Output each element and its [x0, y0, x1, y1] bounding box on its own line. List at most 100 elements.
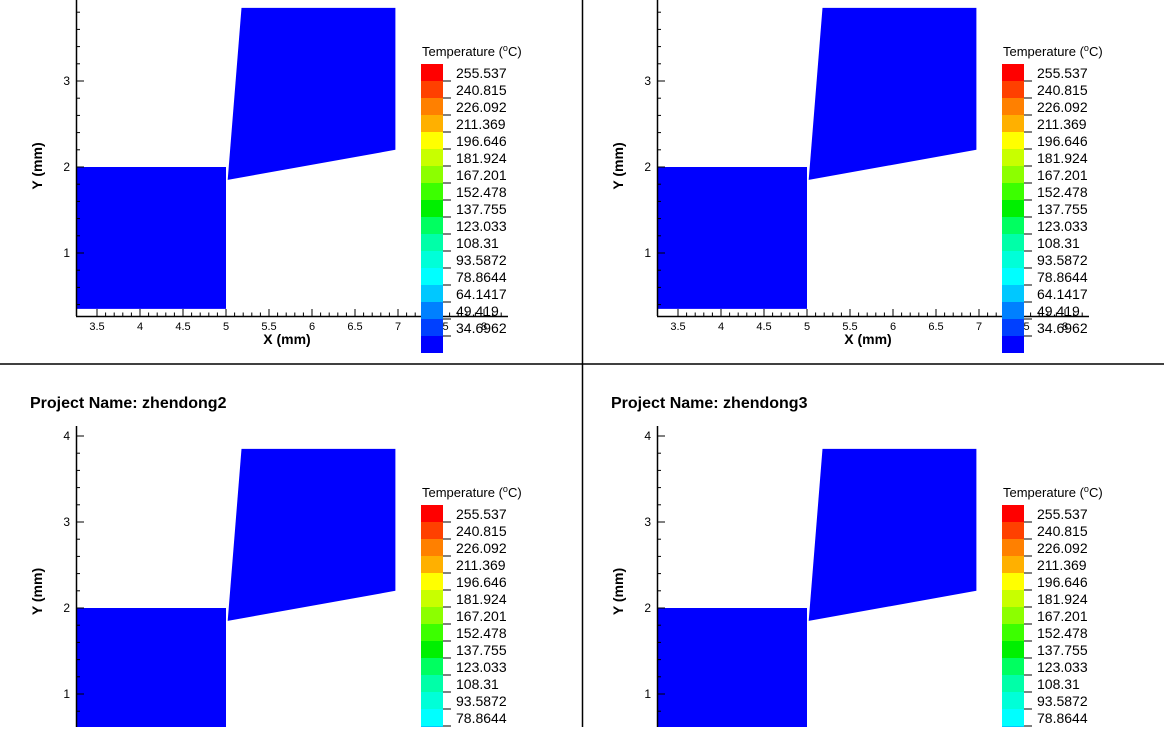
project-name-title: Project Name: zhendong3: [611, 395, 808, 412]
colorbar-level-label: 78.8644: [1037, 269, 1088, 285]
x-tick-label: 6.5: [347, 321, 362, 333]
colorbar-level-label: 93.5872: [1037, 252, 1088, 268]
colorbar-swatch: [421, 268, 443, 285]
colorbar-swatch: [421, 590, 443, 607]
colorbar-level-label: 152.478: [456, 625, 507, 641]
x-tick-label: 5: [804, 321, 810, 333]
colorbar-level-label: 240.815: [1037, 523, 1088, 539]
colorbar-swatch: [1002, 98, 1024, 115]
colorbar-swatch: [421, 336, 443, 353]
colorbar-level-label: 226.092: [456, 540, 507, 556]
colorbar-level-label: 196.646: [456, 574, 507, 590]
colorbar-level-label: 255.537: [1037, 506, 1088, 522]
legend-title: Temperature (oC): [422, 484, 522, 500]
colorbar-swatch: [1002, 81, 1024, 98]
colorbar-level-label: 123.033: [456, 659, 507, 675]
colorbar-swatch: [421, 217, 443, 234]
colorbar-level-label: 167.201: [456, 608, 507, 624]
colorbar-level-label: 93.5872: [456, 693, 507, 709]
colorbar-level-label: 78.8644: [456, 269, 507, 285]
colorbar-swatch: [421, 200, 443, 217]
y-tick-label: 4: [644, 429, 651, 443]
colorbar-swatch: [1002, 166, 1024, 183]
colorbar-swatch: [421, 556, 443, 573]
x-tick-label: 5: [223, 321, 229, 333]
region-tool: [227, 7, 396, 180]
colorbar-swatch: [421, 607, 443, 624]
colorbar-level-label: 181.924: [1037, 591, 1088, 607]
colorbar-level-label: 49.419: [1037, 303, 1080, 319]
colorbar-swatch: [421, 539, 443, 556]
colorbar-level-label: 240.815: [456, 82, 507, 98]
colorbar-level-label: 64.1417: [1037, 286, 1088, 302]
colorbar-level-label: 167.201: [1037, 608, 1088, 624]
x-tick-label: 4: [718, 321, 724, 333]
x-tick-label: 6: [890, 321, 896, 333]
y-axis-title: Y (mm): [610, 568, 626, 615]
colorbar-swatch: [421, 251, 443, 268]
colorbar-swatch: [1002, 624, 1024, 641]
colorbar-level-label: 181.924: [456, 150, 507, 166]
region-tool: [808, 448, 977, 621]
x-tick-label: 7: [976, 321, 982, 333]
colorbar-legend: Temperature (oC) 255.537240.815226.092211…: [1002, 484, 1103, 732]
colorbar-swatch: [421, 641, 443, 658]
colorbar-swatch: [421, 319, 443, 336]
colorbar-swatch: [1002, 132, 1024, 149]
colorbar-level-label: 108.31: [456, 235, 499, 251]
colorbar-swatch: [1002, 183, 1024, 200]
colorbar-swatch: [421, 302, 443, 319]
y-axis-title: Y (mm): [610, 142, 626, 189]
colorbar-level-label: 49.419: [456, 303, 499, 319]
colorbar-level-label: 137.755: [1037, 201, 1088, 217]
y-tick-label: 2: [63, 160, 70, 174]
colorbar-level-label: 93.5872: [456, 252, 507, 268]
colorbar-swatch: [1002, 217, 1024, 234]
y-axis-title: Y (mm): [29, 568, 45, 615]
colorbar-level-label: 226.092: [1037, 99, 1088, 115]
x-tick-label: 6: [309, 321, 315, 333]
colorbar-level-label: 78.8644: [456, 710, 507, 726]
region-workpiece: [658, 167, 807, 309]
colorbar-legend: Temperature (oC) 255.537240.815226.092211…: [421, 484, 522, 732]
colorbar-swatch: [1002, 675, 1024, 692]
colorbar-swatch: [1002, 268, 1024, 285]
colorbar-level-label: 211.369: [456, 557, 506, 573]
colorbar-legend: Temperature (oC) 255.537240.815226.092211…: [1002, 43, 1103, 353]
colorbar-level-label: 34.6962: [456, 320, 507, 336]
colorbar-swatch: [421, 81, 443, 98]
colorbar-swatch: [421, 675, 443, 692]
colorbar-level-label: 255.537: [456, 65, 507, 81]
colorbar-swatch: [421, 709, 443, 726]
y-tick-label: 3: [644, 74, 651, 88]
y-tick-label: 3: [63, 515, 70, 529]
colorbar-level-label: 152.478: [1037, 184, 1088, 200]
y-tick-label: 4: [63, 429, 70, 443]
colorbar-level-label: 226.092: [1037, 540, 1088, 556]
y-tick-label: 3: [63, 74, 70, 88]
colorbar-swatch: [1002, 692, 1024, 709]
colorbar-level-label: 167.201: [1037, 167, 1088, 183]
legend-title: Temperature (oC): [1003, 484, 1103, 500]
colorbar-swatch: [1002, 607, 1024, 624]
colorbar-legend: Temperature (oC) 255.537240.815226.092211…: [421, 43, 522, 353]
x-tick-label: 5.5: [842, 321, 857, 333]
colorbar-level-label: 211.369: [456, 116, 506, 132]
colorbar-swatch: [1002, 539, 1024, 556]
colorbar-level-label: 255.537: [1037, 65, 1088, 81]
chart-panel-3: 1 2 3 4 Y (mm) Project Name: zhendong2 Tempera…: [29, 395, 522, 732]
colorbar-swatch: [1002, 573, 1024, 590]
region-tool: [227, 448, 396, 621]
colorbar-swatch: [1002, 251, 1024, 268]
x-axis-title: X (mm): [263, 331, 310, 347]
colorbar-level-label: 226.092: [456, 99, 507, 115]
y-tick-label: 3: [644, 515, 651, 529]
colorbar-swatch: [421, 183, 443, 200]
colorbar-level-label: 137.755: [456, 201, 507, 217]
chart-panel-4: 1 2 3 4 Y (mm) Project Name: zhendong3 Tempera…: [610, 395, 1103, 732]
colorbar-swatch: [421, 624, 443, 641]
colorbar-swatch: [421, 132, 443, 149]
colorbar-swatch: [421, 692, 443, 709]
x-tick-label: 4: [137, 321, 143, 333]
